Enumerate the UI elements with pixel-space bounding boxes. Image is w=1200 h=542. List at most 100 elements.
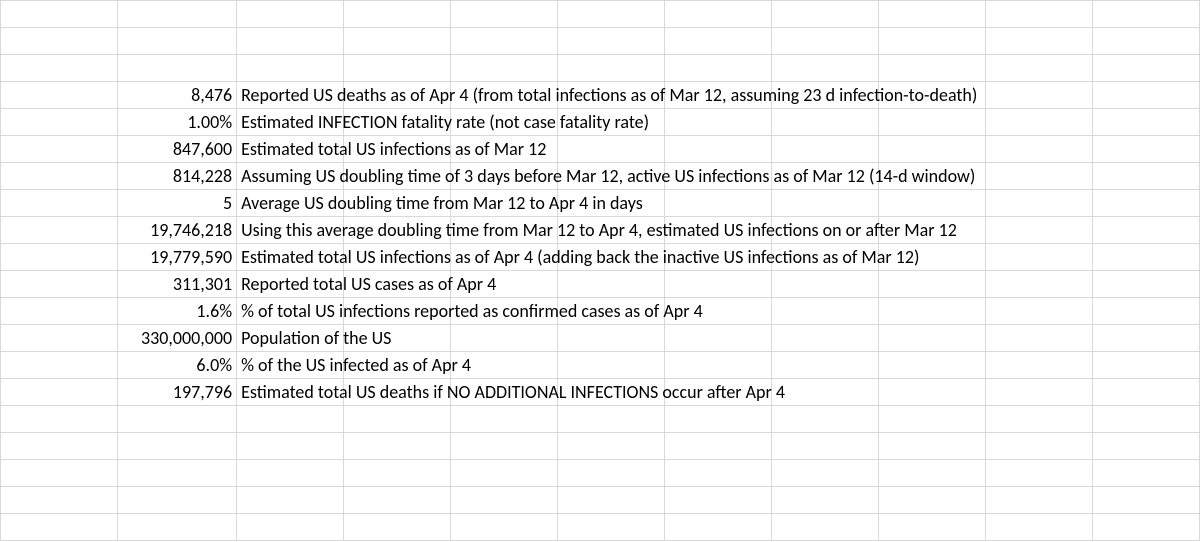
cell[interactable] [1092, 109, 1199, 136]
cell[interactable] [558, 352, 665, 379]
cell[interactable] [1, 487, 118, 514]
cell[interactable] [1092, 136, 1199, 163]
cell[interactable] [879, 298, 986, 325]
cell[interactable] [985, 379, 1092, 406]
cell[interactable] [344, 28, 451, 55]
value-cell[interactable]: 8,476 [117, 82, 236, 109]
cell[interactable] [237, 28, 344, 55]
cell[interactable] [1, 406, 118, 433]
cell[interactable] [451, 514, 558, 541]
desc-cell[interactable]: Reported US deaths as of Apr 4 (from tot… [237, 82, 344, 109]
cell[interactable] [985, 163, 1092, 190]
cell[interactable] [1092, 487, 1199, 514]
cell[interactable] [344, 487, 451, 514]
cell[interactable] [344, 1, 451, 28]
cell-empty[interactable] [1, 271, 118, 298]
cell[interactable] [344, 406, 451, 433]
cell[interactable] [772, 190, 879, 217]
cell[interactable] [772, 460, 879, 487]
cell[interactable] [772, 406, 879, 433]
cell[interactable] [665, 406, 772, 433]
cell[interactable] [985, 352, 1092, 379]
cell[interactable] [558, 406, 665, 433]
cell[interactable] [985, 28, 1092, 55]
cell[interactable] [237, 1, 344, 28]
cell-empty[interactable] [1, 325, 118, 352]
value-cell[interactable]: 1.00% [117, 109, 236, 136]
value-cell[interactable]: 19,779,590 [117, 244, 236, 271]
cell[interactable] [879, 352, 986, 379]
cell[interactable] [558, 433, 665, 460]
cell[interactable] [665, 487, 772, 514]
cell[interactable] [985, 298, 1092, 325]
cell[interactable] [665, 55, 772, 82]
cell[interactable] [879, 190, 986, 217]
cell[interactable] [451, 487, 558, 514]
cell[interactable] [985, 271, 1092, 298]
cell[interactable] [985, 82, 1092, 109]
cell[interactable] [985, 460, 1092, 487]
cell[interactable] [772, 514, 879, 541]
cell[interactable] [665, 109, 772, 136]
value-cell[interactable]: 5 [117, 190, 236, 217]
cell[interactable] [558, 514, 665, 541]
cell[interactable] [237, 433, 344, 460]
cell[interactable] [879, 271, 986, 298]
cell[interactable] [985, 190, 1092, 217]
desc-cell[interactable]: % of total US infections reported as con… [237, 298, 344, 325]
cell[interactable] [1, 433, 118, 460]
value-cell[interactable]: 6.0% [117, 352, 236, 379]
cell[interactable] [1, 28, 118, 55]
cell[interactable] [985, 487, 1092, 514]
cell[interactable] [117, 514, 236, 541]
cell[interactable] [772, 487, 879, 514]
cell[interactable] [772, 433, 879, 460]
cell-empty[interactable] [1, 190, 118, 217]
cell[interactable] [558, 325, 665, 352]
cell[interactable] [558, 1, 665, 28]
cell[interactable] [1092, 406, 1199, 433]
cell[interactable] [665, 28, 772, 55]
cell-empty[interactable] [1, 82, 118, 109]
cell[interactable] [451, 55, 558, 82]
cell[interactable] [879, 379, 986, 406]
value-cell[interactable]: 814,228 [117, 163, 236, 190]
cell[interactable] [117, 487, 236, 514]
desc-cell[interactable]: Population of the US [237, 325, 344, 352]
cell[interactable] [665, 136, 772, 163]
cell[interactable] [879, 1, 986, 28]
cell[interactable] [985, 55, 1092, 82]
cell[interactable] [985, 514, 1092, 541]
cell[interactable] [985, 325, 1092, 352]
cell[interactable] [1092, 244, 1199, 271]
value-cell[interactable]: 330,000,000 [117, 325, 236, 352]
cell[interactable] [451, 433, 558, 460]
cell[interactable] [1092, 325, 1199, 352]
cell[interactable] [558, 271, 665, 298]
desc-cell[interactable]: Average US doubling time from Mar 12 to … [237, 190, 344, 217]
cell[interactable] [117, 460, 236, 487]
cell[interactable] [237, 487, 344, 514]
cell[interactable] [772, 109, 879, 136]
cell[interactable] [237, 460, 344, 487]
cell[interactable] [665, 190, 772, 217]
desc-cell[interactable]: Estimated total US infections as of Mar … [237, 136, 344, 163]
cell[interactable] [985, 217, 1092, 244]
cell-empty[interactable] [1, 136, 118, 163]
cell[interactable] [1092, 352, 1199, 379]
cell[interactable] [1092, 82, 1199, 109]
cell[interactable] [558, 55, 665, 82]
cell[interactable] [451, 325, 558, 352]
cell[interactable] [1092, 28, 1199, 55]
cell[interactable] [772, 379, 879, 406]
value-cell[interactable]: 311,301 [117, 271, 236, 298]
cell[interactable] [879, 28, 986, 55]
cell-empty[interactable] [1, 217, 118, 244]
cell[interactable] [451, 28, 558, 55]
cell[interactable] [451, 460, 558, 487]
cell[interactable] [1092, 217, 1199, 244]
desc-cell[interactable]: Estimated total US deaths if NO ADDITION… [237, 379, 344, 406]
cell[interactable] [1, 55, 118, 82]
desc-cell[interactable]: Reported total US cases as of Apr 4 [237, 271, 344, 298]
cell[interactable] [117, 55, 236, 82]
